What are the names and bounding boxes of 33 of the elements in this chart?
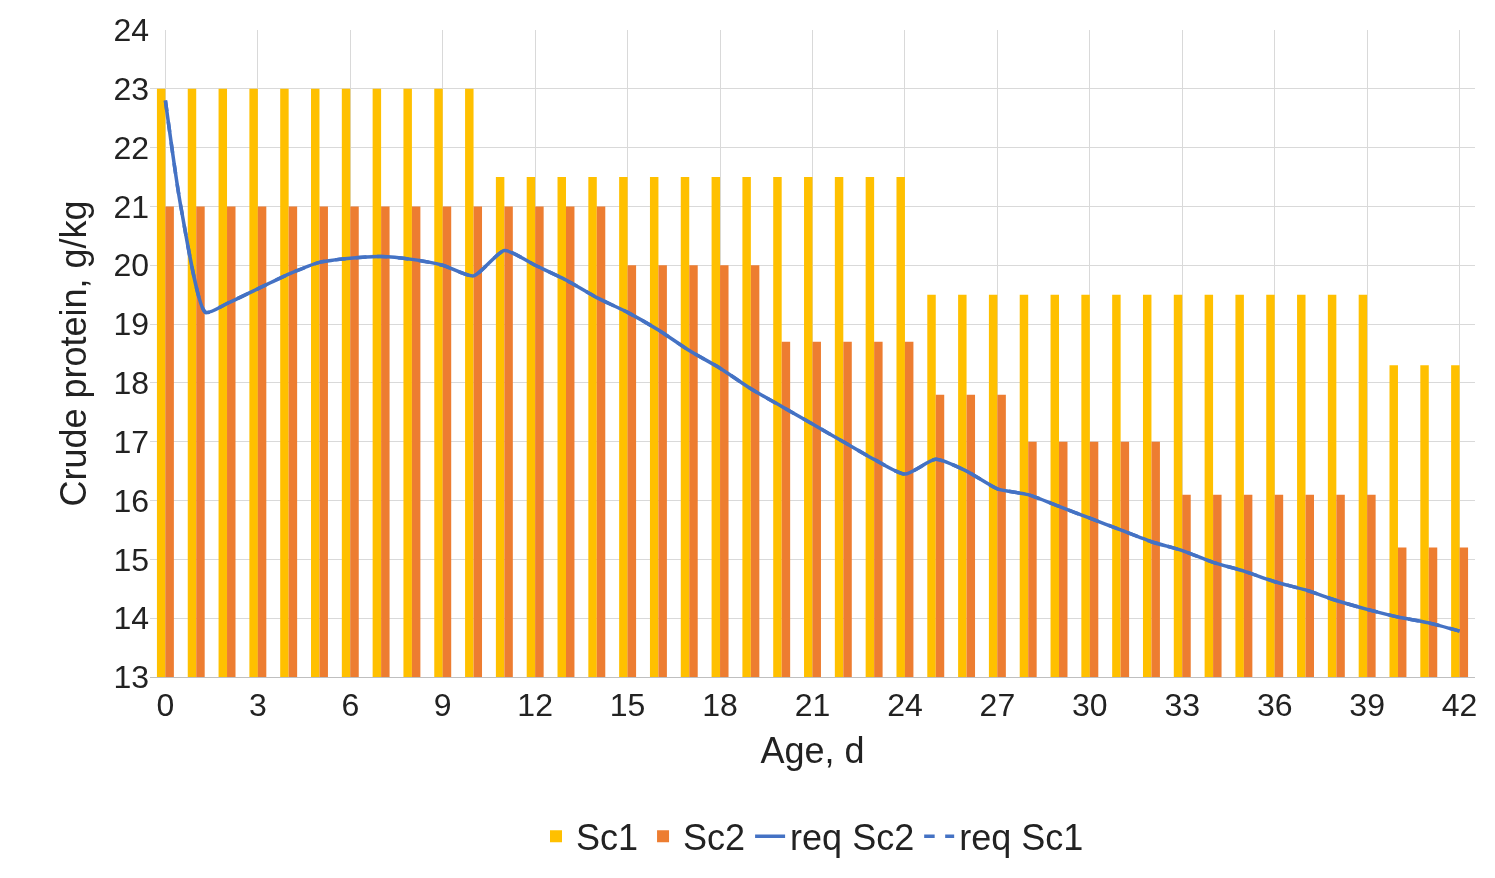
y-tick-label: 23 [113, 71, 149, 108]
y-tick-label: 17 [113, 423, 149, 460]
y-tick-label: 19 [113, 306, 149, 343]
x-tick-label: 3 [248, 687, 267, 724]
x-tick-label: 21 [794, 687, 831, 724]
y-tick-label: 15 [113, 541, 149, 578]
x-tick-label: 33 [1164, 687, 1201, 724]
y-tick-label: 20 [113, 247, 149, 284]
y-tick-label: 13 [113, 659, 149, 696]
x-tick-label: 0 [156, 687, 175, 724]
legend-label: req Sc2 [790, 817, 915, 859]
x-tick-label: 36 [1256, 687, 1293, 724]
x-tick-label: 6 [341, 687, 360, 724]
y-tick-label: 16 [113, 482, 149, 519]
y-tick-label: 18 [113, 365, 149, 402]
x-tick-label: 30 [1072, 687, 1108, 724]
y-tick-label: 21 [113, 188, 149, 225]
x-tick-label: 12 [517, 687, 553, 724]
x-tick-label: 42 [1441, 687, 1478, 724]
x-tick-label: 18 [702, 687, 738, 724]
x-tick-label: 27 [979, 687, 1016, 724]
x-tick-label: 9 [433, 687, 452, 724]
legend-label: Sc1 [576, 817, 639, 859]
x-axis-title: Age, d [760, 730, 865, 772]
legend-label: Sc2 [683, 817, 746, 859]
legend-label: req Sc1 [959, 817, 1084, 859]
y-tick-label: 22 [113, 129, 149, 166]
y-tick-label: 14 [113, 600, 149, 637]
y-tick-label: 24 [113, 12, 149, 49]
y-axis-title: Crude protein, g/kg [53, 200, 95, 507]
x-tick-label: 39 [1349, 687, 1385, 724]
x-tick-label: 15 [609, 687, 646, 724]
x-tick-label: 24 [887, 687, 923, 724]
